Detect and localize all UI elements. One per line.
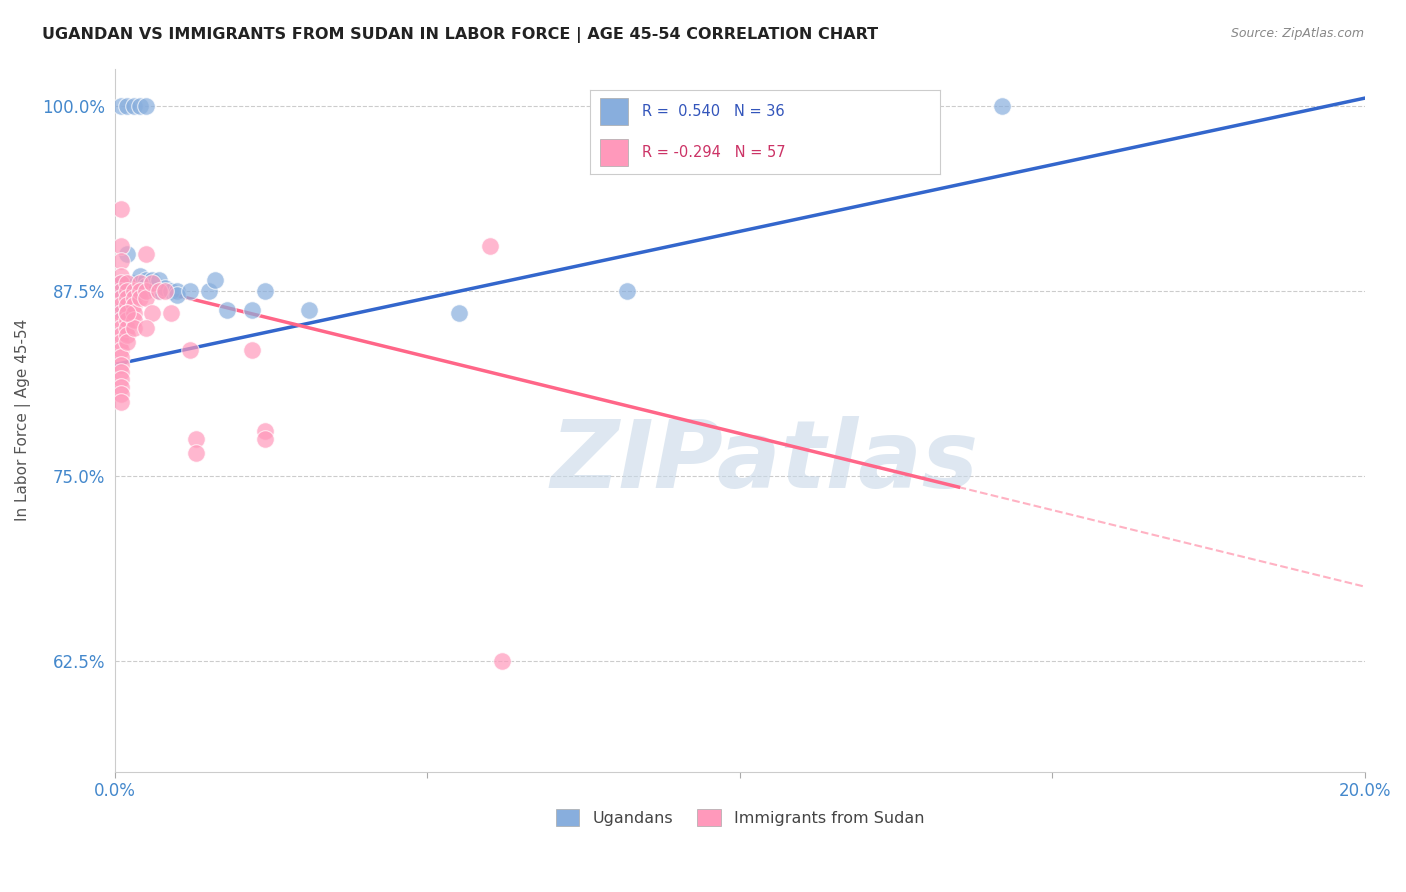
Point xyxy=(184,432,207,446)
Point xyxy=(179,343,201,357)
Point xyxy=(135,284,157,298)
Point xyxy=(110,372,132,386)
Point xyxy=(117,284,139,298)
Point xyxy=(122,298,145,312)
Point xyxy=(117,98,139,112)
Point xyxy=(117,246,139,260)
Point xyxy=(148,284,170,298)
Point xyxy=(110,335,132,350)
Point xyxy=(135,291,157,305)
Point xyxy=(153,280,176,294)
Point xyxy=(110,284,132,298)
Point xyxy=(240,302,263,317)
Point xyxy=(117,306,139,320)
Point xyxy=(110,380,132,394)
Point xyxy=(197,284,219,298)
Point xyxy=(240,343,263,357)
Point xyxy=(110,302,132,317)
Point xyxy=(110,268,132,283)
Point xyxy=(141,276,163,290)
Point xyxy=(204,273,226,287)
Point xyxy=(117,276,139,290)
Point xyxy=(117,328,139,343)
Point xyxy=(122,306,145,320)
Point xyxy=(179,284,201,298)
Point xyxy=(122,98,145,112)
Point xyxy=(148,273,170,287)
Point xyxy=(616,284,638,298)
Point xyxy=(110,284,132,298)
Point xyxy=(491,654,513,668)
Point xyxy=(128,268,150,283)
Point xyxy=(110,328,132,343)
Y-axis label: In Labor Force | Age 45-54: In Labor Force | Age 45-54 xyxy=(15,319,31,521)
Point xyxy=(135,320,157,334)
Point xyxy=(160,284,183,298)
Point xyxy=(122,313,145,327)
Point xyxy=(110,276,132,290)
Point xyxy=(110,387,132,401)
Point xyxy=(117,284,139,298)
Point xyxy=(128,284,150,298)
Point xyxy=(117,291,139,305)
Point xyxy=(110,306,132,320)
Point xyxy=(141,280,163,294)
Point xyxy=(110,313,132,327)
Point xyxy=(253,424,276,438)
Point xyxy=(166,288,188,302)
Point xyxy=(217,302,239,317)
Point xyxy=(122,320,145,334)
Point xyxy=(153,284,176,298)
Point xyxy=(110,320,132,334)
Point xyxy=(122,291,145,305)
Point xyxy=(253,284,276,298)
Text: ZIPatlas: ZIPatlas xyxy=(551,417,979,508)
Point xyxy=(117,335,139,350)
Point xyxy=(117,313,139,327)
Point xyxy=(297,302,319,317)
Point xyxy=(110,350,132,364)
Point xyxy=(128,284,150,298)
Point xyxy=(135,98,157,112)
Point xyxy=(122,284,145,298)
Point xyxy=(110,365,132,379)
Point xyxy=(110,394,132,409)
Point xyxy=(117,276,139,290)
Point xyxy=(128,276,150,290)
Point xyxy=(141,273,163,287)
Point xyxy=(122,284,145,298)
Point xyxy=(135,279,157,293)
Point xyxy=(135,273,157,287)
Point xyxy=(117,320,139,334)
Point xyxy=(128,98,150,112)
Point xyxy=(117,306,139,320)
Point xyxy=(110,276,132,290)
Text: UGANDAN VS IMMIGRANTS FROM SUDAN IN LABOR FORCE | AGE 45-54 CORRELATION CHART: UGANDAN VS IMMIGRANTS FROM SUDAN IN LABO… xyxy=(42,27,879,43)
Point xyxy=(110,298,132,312)
Point xyxy=(110,254,132,268)
Point xyxy=(141,306,163,320)
Point xyxy=(160,306,183,320)
Point xyxy=(184,446,207,460)
Point xyxy=(110,239,132,253)
Point xyxy=(253,432,276,446)
Point xyxy=(128,291,150,305)
Text: Source: ZipAtlas.com: Source: ZipAtlas.com xyxy=(1230,27,1364,40)
Point xyxy=(447,306,470,320)
Point xyxy=(135,246,157,260)
Point xyxy=(991,98,1014,112)
Point xyxy=(148,284,170,298)
Point xyxy=(110,358,132,372)
Legend: Ugandans, Immigrants from Sudan: Ugandans, Immigrants from Sudan xyxy=(547,802,932,834)
Point xyxy=(110,98,132,112)
Point xyxy=(117,298,139,312)
Point xyxy=(110,202,132,216)
Point xyxy=(122,276,145,290)
Point xyxy=(110,291,132,305)
Point xyxy=(110,343,132,357)
Point xyxy=(478,239,501,253)
Point xyxy=(166,284,188,298)
